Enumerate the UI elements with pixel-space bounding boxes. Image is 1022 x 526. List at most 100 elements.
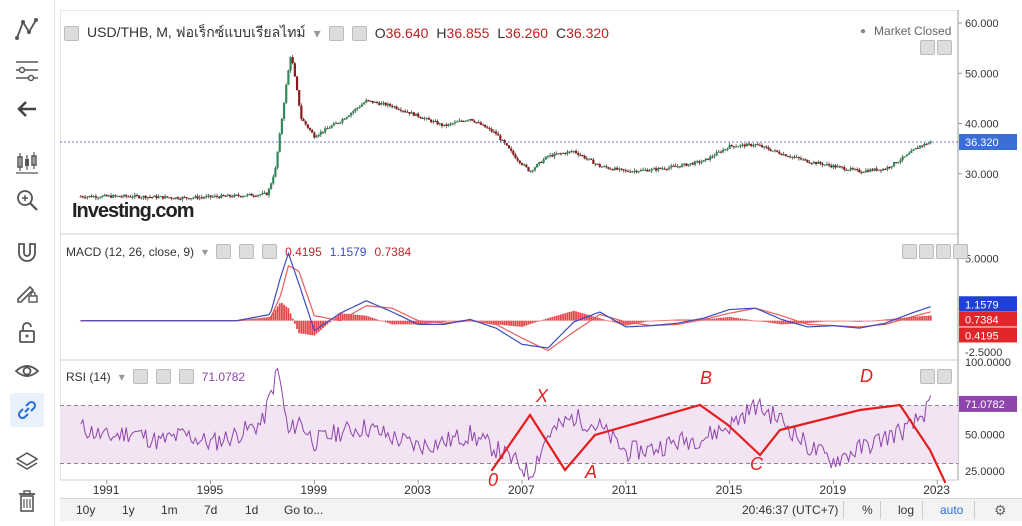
market-status-text: Market Closed	[874, 24, 952, 38]
gear-icon[interactable]	[239, 244, 255, 259]
candle-body	[572, 150, 575, 152]
settings-icon[interactable]	[132, 369, 148, 384]
candle-body	[302, 118, 305, 122]
collapse-icon[interactable]	[64, 25, 79, 41]
range-1d-button[interactable]: 1d	[245, 503, 259, 517]
chevron-down-icon[interactable]: ▾	[313, 24, 321, 41]
macd-histogram-bar	[637, 320, 640, 324]
close-icon[interactable]	[953, 244, 968, 259]
macd-histogram-bar	[640, 320, 642, 323]
candle-body	[756, 144, 759, 146]
macd-histogram-bar	[627, 320, 629, 326]
macd-histogram-bar	[897, 318, 900, 321]
auto-button[interactable]: auto	[940, 503, 964, 517]
candle-body	[901, 156, 904, 161]
rsi-label[interactable]: RSI (14)	[66, 369, 111, 384]
candle-body	[654, 168, 658, 171]
macd-label[interactable]: MACD (12, 26, close, 9)	[66, 244, 195, 259]
candle-body	[114, 195, 117, 197]
macd-histogram-bar	[523, 320, 526, 327]
trend-lines-icon[interactable]	[10, 12, 44, 46]
candle-body	[120, 196, 123, 198]
macd-histogram-bar	[367, 316, 370, 321]
fibonacci-icon[interactable]	[10, 53, 44, 87]
candle-body	[531, 170, 534, 172]
chevron-down-icon[interactable]: ▾	[202, 244, 209, 259]
candle-body	[724, 149, 727, 151]
candle-body	[886, 167, 889, 170]
macd-histogram-bar	[490, 320, 493, 324]
open-value: 36.640	[385, 25, 429, 41]
candle-body	[752, 145, 755, 147]
macd-histogram-bar	[454, 320, 456, 322]
settings-icon[interactable]	[328, 25, 344, 41]
candle-body	[587, 158, 591, 160]
chevron-down-icon[interactable]: ▾	[118, 369, 125, 384]
goto-button[interactable]: Go to...	[284, 503, 324, 517]
candle-body	[873, 168, 876, 171]
trash-icon[interactable]	[10, 484, 44, 518]
candle-body	[819, 161, 822, 164]
draw-lock-icon[interactable]	[10, 275, 44, 309]
candle-body	[311, 130, 314, 133]
candle-body	[665, 169, 668, 171]
zoom-icon[interactable]	[10, 183, 44, 217]
settings-icon[interactable]	[216, 244, 232, 259]
layers-icon[interactable]	[10, 445, 44, 479]
candle-body	[475, 122, 478, 124]
macd-histogram-bar	[319, 320, 322, 330]
move-up-icon[interactable]	[937, 40, 952, 55]
macd-histogram-bar	[441, 320, 443, 323]
macd-histogram-bar	[302, 320, 305, 334]
gear-icon[interactable]	[351, 25, 367, 41]
close-icon[interactable]	[178, 369, 194, 384]
macd-histogram-bar	[906, 317, 908, 321]
range-1y-button[interactable]: 1y	[122, 503, 135, 517]
candle-body	[780, 153, 783, 156]
gear-icon[interactable]: ⚙	[994, 502, 1007, 518]
magnet-icon[interactable]	[10, 236, 44, 270]
candle-body	[879, 169, 883, 171]
candle-body	[566, 151, 569, 154]
symbol-title[interactable]: USD/THB, M, ฟอเร็กซ์แบบเรียลไทม์	[87, 24, 306, 40]
maximize-icon[interactable]	[902, 244, 917, 259]
price-tick-label: 40.000	[965, 119, 999, 131]
candle-body	[555, 153, 558, 155]
candle-body	[287, 70, 290, 85]
candle-body	[151, 197, 154, 199]
candle-body	[834, 165, 837, 168]
move-up-icon[interactable]	[936, 244, 951, 259]
macd-badge-label: 0.7384	[965, 314, 999, 326]
candle-body	[298, 90, 301, 106]
candle-body	[179, 198, 182, 200]
macd-histogram-bar	[449, 320, 452, 322]
unlock-icon[interactable]	[10, 315, 44, 349]
log-button[interactable]: log	[898, 503, 915, 517]
candle-body	[289, 57, 292, 71]
candle-body	[406, 111, 409, 113]
macd-histogram-bar	[919, 316, 921, 321]
macd-histogram-bar	[590, 315, 593, 321]
candles-icon[interactable]	[10, 145, 44, 179]
back-arrow-icon[interactable]	[10, 92, 44, 126]
range-10y-button[interactable]: 10y	[76, 503, 96, 517]
macd-histogram-bar	[771, 320, 774, 324]
move-down-icon[interactable]	[920, 369, 935, 384]
gear-icon[interactable]	[155, 369, 171, 384]
close-icon[interactable]	[262, 244, 278, 259]
macd-histogram-bar	[547, 318, 549, 321]
move-up-icon[interactable]	[937, 369, 952, 384]
percent-button[interactable]: %	[862, 503, 873, 517]
separator	[880, 501, 881, 519]
move-down-icon[interactable]	[920, 40, 935, 55]
chart-area[interactable]: 60.000 50.000 40.000 30.000 36.320 5.0000 -2.5…	[60, 10, 1022, 498]
chart-canvas[interactable]: 60.000 50.000 40.000 30.000 36.320 5.0000 -2.5…	[60, 10, 1022, 498]
candle-body	[490, 128, 493, 132]
eye-icon[interactable]	[10, 354, 44, 388]
price-legend: USD/THB, M, ฟอเร็กซ์แบบเรียลไทม์ ▾ O36.6…	[64, 22, 609, 44]
range-1m-button[interactable]: 1m	[161, 503, 178, 517]
move-down-icon[interactable]	[919, 244, 934, 259]
candle-body	[808, 162, 811, 164]
range-7d-button[interactable]: 7d	[204, 503, 218, 517]
link-icon[interactable]	[10, 393, 44, 427]
